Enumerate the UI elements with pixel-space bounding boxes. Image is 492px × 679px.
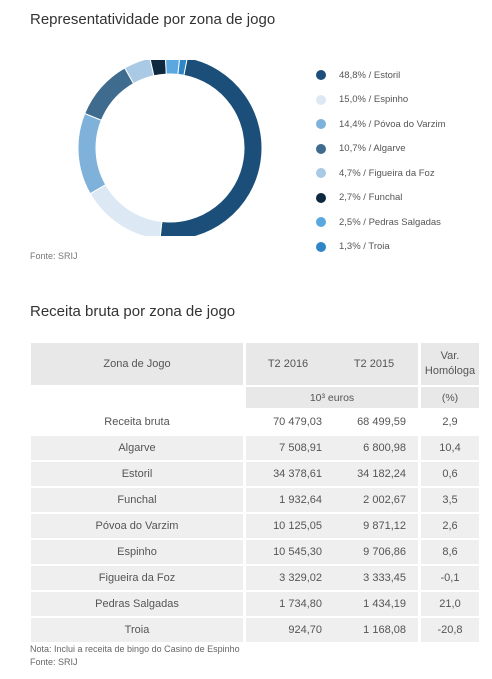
cell-zona: Troia	[31, 618, 243, 642]
header-t2016: T2 2016	[246, 343, 330, 385]
cell-t2016: 3 329,02	[246, 566, 330, 590]
cell-zona: Espinho	[31, 540, 243, 564]
table-row: Figueira da Foz 3 329,02 3 333,45 -0,1	[31, 566, 479, 590]
table-row: Póvoa do Varzim 10 125,05 9 871,12 2,6	[31, 514, 479, 538]
legend-swatch	[316, 94, 326, 105]
cell-t2015: 1 434,19	[330, 592, 418, 616]
header-var: Var. Homóloga	[421, 343, 479, 385]
legend-swatch	[316, 143, 326, 154]
units-euros: 10³ euros	[246, 387, 418, 408]
cell-t2016: 70 479,03	[246, 410, 330, 434]
cell-t2016: 1 932,64	[246, 488, 330, 512]
donut-source: Fonte: SRIJ	[30, 251, 78, 261]
cell-t2016: 924,70	[246, 618, 330, 642]
header-var-line2: Homóloga	[424, 365, 476, 377]
cell-t2016: 1 734,80	[246, 592, 330, 616]
units-pct: (%)	[421, 387, 479, 408]
legend-label: 1,3% / Troia	[339, 241, 390, 253]
cell-zona: Algarve	[31, 436, 243, 460]
legend-item: 48,8% / Estoril	[316, 63, 446, 88]
table-row: Funchal 1 932,64 2 002,67 3,5	[31, 488, 479, 512]
cell-zona: Póvoa do Varzim	[31, 514, 243, 538]
legend-item: 4,7% / Figueira da Foz	[316, 161, 446, 186]
cell-t2015: 9 871,12	[330, 514, 418, 538]
cell-t2016: 10 125,05	[246, 514, 330, 538]
legend-swatch	[316, 70, 326, 81]
legend-item: 1,3% / Troia	[316, 235, 446, 260]
table-source: Fonte: SRIJ	[30, 657, 78, 667]
table-row: Receita bruta 70 479,03 68 499,59 2,9	[31, 410, 479, 434]
cell-var: 21,0	[421, 592, 479, 616]
cell-t2015: 2 002,67	[330, 488, 418, 512]
donut-legend: 48,8% / Estoril 15,0% / Espinho 14,4% / Pó…	[316, 63, 446, 259]
table-note: Nota: Inclui a receita de bingo do Casin…	[30, 644, 240, 654]
cell-var: -20,8	[421, 618, 479, 642]
cell-var: 2,9	[421, 410, 479, 434]
header-t2015: T2 2015	[330, 343, 418, 385]
legend-item: 10,7% / Algarve	[316, 137, 446, 162]
legend-label: 2,7% / Funchal	[339, 192, 403, 204]
header-zona: Zona de Jogo	[31, 343, 243, 385]
legend-swatch	[316, 217, 326, 228]
cell-t2015: 34 182,24	[330, 462, 418, 486]
legend-swatch	[316, 168, 326, 179]
legend-swatch	[316, 119, 326, 130]
cell-t2015: 9 706,86	[330, 540, 418, 564]
table-row: Espinho 10 545,30 9 706,86 8,6	[31, 540, 479, 564]
table-row: Estoril 34 378,61 34 182,24 0,6	[31, 462, 479, 486]
cell-zona: Receita bruta	[31, 410, 243, 434]
table-title: Receita bruta por zona de jogo	[30, 303, 236, 320]
header-var-line1: Var.	[440, 350, 460, 362]
cell-var: 3,5	[421, 488, 479, 512]
donut-slice-espinho	[89, 184, 163, 236]
legend-item: 14,4% / Póvoa do Varzim	[316, 112, 446, 137]
cell-var: 10,4	[421, 436, 479, 460]
legend-swatch	[316, 192, 326, 203]
cell-t2016: 7 508,91	[246, 436, 330, 460]
legend-item: 2,5% / Pedras Salgadas	[316, 210, 446, 235]
cell-var: 8,6	[421, 540, 479, 564]
table-footnote: Nota: Inclui a receita de bingo do Casin…	[30, 643, 240, 669]
donut-slice-p-voa-do-varzim	[77, 112, 107, 195]
legend-item: 2,7% / Funchal	[316, 186, 446, 211]
legend-label: 15,0% / Espinho	[339, 94, 409, 106]
legend-label: 2,5% / Pedras Salgadas	[339, 216, 441, 228]
legend-label: 4,7% / Figueira da Foz	[339, 167, 435, 179]
legend-swatch	[316, 241, 326, 252]
cell-t2015: 1 168,08	[330, 618, 418, 642]
cell-var: 0,6	[421, 462, 479, 486]
cell-t2016: 10 545,30	[246, 540, 330, 564]
cell-t2015: 68 499,59	[330, 410, 418, 434]
cell-zona: Pedras Salgadas	[31, 592, 243, 616]
donut-slice-algarve	[84, 67, 135, 121]
donut-chart-title: Representatividade por zona de jogo	[30, 11, 276, 28]
cell-t2015: 6 800,98	[330, 436, 418, 460]
cell-var: 2,6	[421, 514, 479, 538]
table-row: Troia 924,70 1 168,08 -20,8	[31, 618, 479, 642]
cell-t2016: 34 378,61	[246, 462, 330, 486]
cell-zona: Figueira da Foz	[31, 566, 243, 590]
legend-item: 15,0% / Espinho	[316, 88, 446, 113]
legend-label: 14,4% / Póvoa do Varzim	[339, 118, 446, 130]
cell-zona: Funchal	[31, 488, 243, 512]
revenue-table: Zona de Jogo T2 2016 T2 2015 Var. Homólo…	[31, 341, 479, 644]
donut-slice-estoril	[159, 60, 263, 236]
legend-label: 10,7% / Algarve	[339, 143, 406, 155]
cell-t2015: 3 333,45	[330, 566, 418, 590]
cell-zona: Estoril	[31, 462, 243, 486]
table-row: Pedras Salgadas 1 734,80 1 434,19 21,0	[31, 592, 479, 616]
cell-var: -0,1	[421, 566, 479, 590]
legend-label: 48,8% / Estoril	[339, 69, 401, 81]
table-row: Algarve 7 508,91 6 800,98 10,4	[31, 436, 479, 460]
donut-chart	[77, 60, 263, 236]
donut-slice-troia	[177, 60, 188, 76]
